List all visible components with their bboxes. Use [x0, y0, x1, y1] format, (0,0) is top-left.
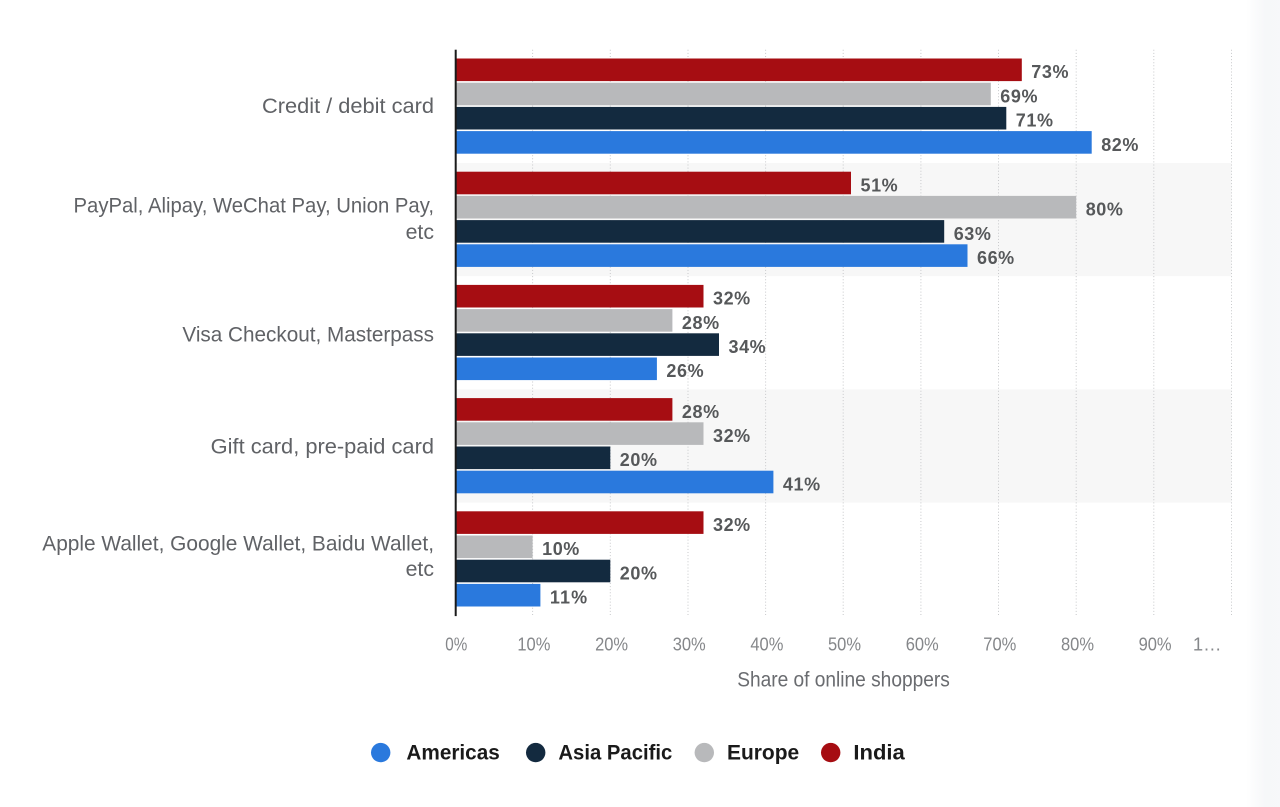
svg-text:32%: 32%	[713, 515, 750, 535]
svg-text:10%: 10%	[542, 539, 579, 559]
svg-text:Europe: Europe	[727, 741, 799, 764]
svg-text:28%: 28%	[682, 402, 719, 422]
svg-text:32%: 32%	[713, 426, 750, 446]
svg-text:20%: 20%	[620, 450, 657, 470]
svg-text:41%: 41%	[783, 474, 820, 494]
svg-text:51%: 51%	[861, 175, 898, 195]
svg-text:32%: 32%	[713, 289, 750, 309]
svg-text:80%: 80%	[1086, 200, 1123, 220]
svg-text:40%: 40%	[750, 634, 783, 654]
svg-text:Credit / debit card: Credit / debit card	[262, 95, 434, 118]
svg-text:1…: 1…	[1193, 634, 1222, 654]
svg-text:10%: 10%	[517, 634, 550, 654]
svg-text:26%: 26%	[666, 361, 703, 381]
svg-text:Visa Checkout, Masterpass: Visa Checkout, Masterpass	[182, 324, 434, 347]
svg-text:71%: 71%	[1016, 111, 1053, 131]
svg-text:63%: 63%	[954, 224, 991, 244]
svg-text:Share of online shoppers: Share of online shoppers	[737, 668, 950, 691]
svg-text:India: India	[853, 741, 905, 764]
svg-text:11%: 11%	[550, 588, 587, 608]
svg-text:30%: 30%	[673, 634, 706, 654]
svg-text:82%: 82%	[1101, 135, 1138, 155]
svg-text:28%: 28%	[682, 313, 719, 333]
svg-text:etc: etc	[406, 221, 434, 244]
svg-text:34%: 34%	[729, 337, 766, 357]
svg-text:73%: 73%	[1031, 62, 1068, 82]
svg-text:0%: 0%	[445, 634, 467, 654]
svg-text:Americas: Americas	[406, 741, 499, 764]
svg-text:69%: 69%	[1000, 86, 1037, 106]
svg-text:etc: etc	[406, 558, 434, 581]
svg-text:20%: 20%	[620, 563, 657, 583]
svg-text:PayPal, Alipay, WeChat Pay, Un: PayPal, Alipay, WeChat Pay, Union Pay,	[74, 194, 435, 217]
svg-text:80%: 80%	[1061, 634, 1094, 654]
svg-text:20%: 20%	[595, 634, 628, 654]
svg-text:90%: 90%	[1139, 634, 1172, 654]
svg-text:Gift card, pre-paid card: Gift card, pre-paid card	[211, 436, 434, 459]
svg-text:Asia Pacific: Asia Pacific	[558, 741, 672, 764]
svg-text:Apple Wallet, Google Wallet, B: Apple Wallet, Google Wallet, Baidu Walle…	[42, 532, 434, 555]
svg-text:50%: 50%	[828, 634, 861, 654]
svg-text:66%: 66%	[977, 248, 1014, 268]
svg-text:60%: 60%	[906, 634, 939, 654]
svg-text:70%: 70%	[983, 634, 1016, 654]
